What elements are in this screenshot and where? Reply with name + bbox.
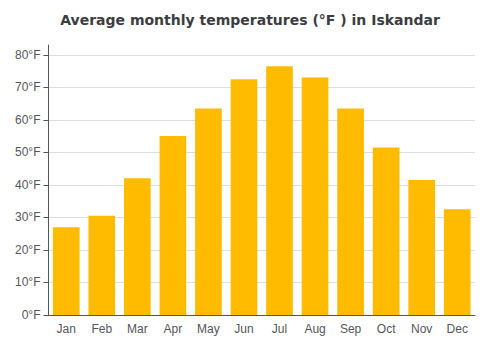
svg-text:Dec: Dec <box>447 322 468 336</box>
svg-text:Aug: Aug <box>304 322 325 336</box>
svg-text:May: May <box>197 322 220 336</box>
svg-text:80°F: 80°F <box>15 48 40 62</box>
svg-text:0°F: 0°F <box>22 308 41 322</box>
svg-text:Oct: Oct <box>377 322 396 336</box>
svg-text:50°F: 50°F <box>15 145 40 159</box>
svg-text:40°F: 40°F <box>15 178 40 192</box>
svg-text:Average monthly temperatures (: Average monthly temperatures (°F ) in Is… <box>60 12 440 28</box>
svg-text:Sep: Sep <box>340 322 362 336</box>
svg-text:Feb: Feb <box>91 322 112 336</box>
svg-text:Nov: Nov <box>411 322 432 336</box>
svg-text:Jun: Jun <box>234 322 253 336</box>
svg-text:30°F: 30°F <box>15 210 40 224</box>
svg-text:70°F: 70°F <box>15 80 40 94</box>
svg-text:Mar: Mar <box>127 322 148 336</box>
svg-text:60°F: 60°F <box>15 113 40 127</box>
svg-text:Jul: Jul <box>272 322 287 336</box>
svg-text:Jan: Jan <box>57 322 76 336</box>
svg-text:Apr: Apr <box>164 322 183 336</box>
svg-text:20°F: 20°F <box>15 243 40 257</box>
svg-text:10°F: 10°F <box>15 275 40 289</box>
